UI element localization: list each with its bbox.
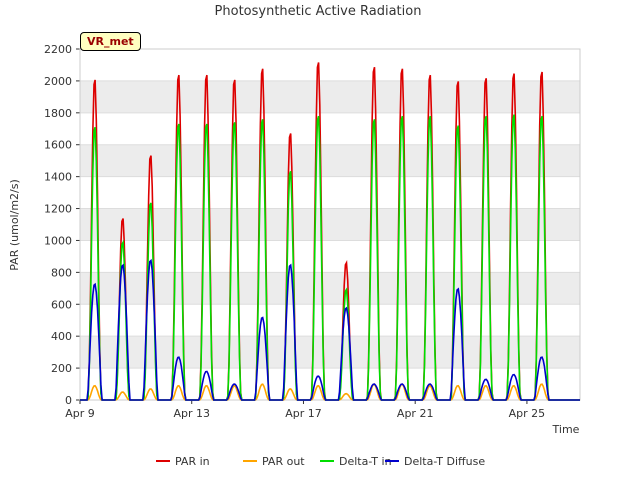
- legend-label: Delta-T in: [339, 455, 392, 468]
- x-tick-label: Apr 13: [173, 407, 210, 420]
- y-tick-label: 200: [51, 362, 72, 375]
- legend-label: PAR out: [262, 455, 305, 468]
- x-tick-label: Apr 21: [397, 407, 434, 420]
- x-tick-label: Apr 9: [65, 407, 95, 420]
- y-tick-label: 2000: [44, 75, 72, 88]
- grid-band: [80, 208, 580, 241]
- x-axis-label: Time: [552, 423, 580, 436]
- y-tick-label: 1800: [44, 107, 72, 120]
- site-label: VR_met: [80, 32, 141, 51]
- y-tick-label: 0: [65, 394, 72, 407]
- chart-title: Photosynthetic Active Radiation: [215, 4, 422, 19]
- y-tick-label: 2200: [44, 43, 72, 56]
- legend-label: Delta-T Diffuse: [404, 455, 485, 468]
- y-tick-label: 1200: [44, 203, 72, 216]
- legend-label: PAR in: [175, 455, 210, 468]
- legend: PAR in PAR out Delta-T in Delta-T Diffuse: [156, 455, 485, 468]
- x-tick-label: Apr 17: [285, 407, 322, 420]
- y-tick-label: 400: [51, 330, 72, 343]
- series-line-delta-t-diffuse: [80, 258, 580, 401]
- grid-band: [80, 80, 580, 113]
- series-line-par-out: [80, 383, 580, 401]
- y-tick-label: 800: [51, 266, 72, 279]
- y-tick-label: 600: [51, 298, 72, 311]
- grid-band: [80, 272, 580, 305]
- y-tick-label: 1600: [44, 139, 72, 152]
- plot-area: 0 200 400 600 800 1000 1200 1400 1600 1800 2000 220…: [44, 43, 581, 420]
- y-tick-label: 1400: [44, 171, 72, 184]
- grid-band: [80, 336, 580, 369]
- x-tick-label: Apr 25: [509, 407, 546, 420]
- y-tick-label: 1000: [44, 234, 72, 247]
- y-axis-label: PAR (umol/m2/s): [8, 179, 21, 271]
- grid-band: [80, 144, 580, 177]
